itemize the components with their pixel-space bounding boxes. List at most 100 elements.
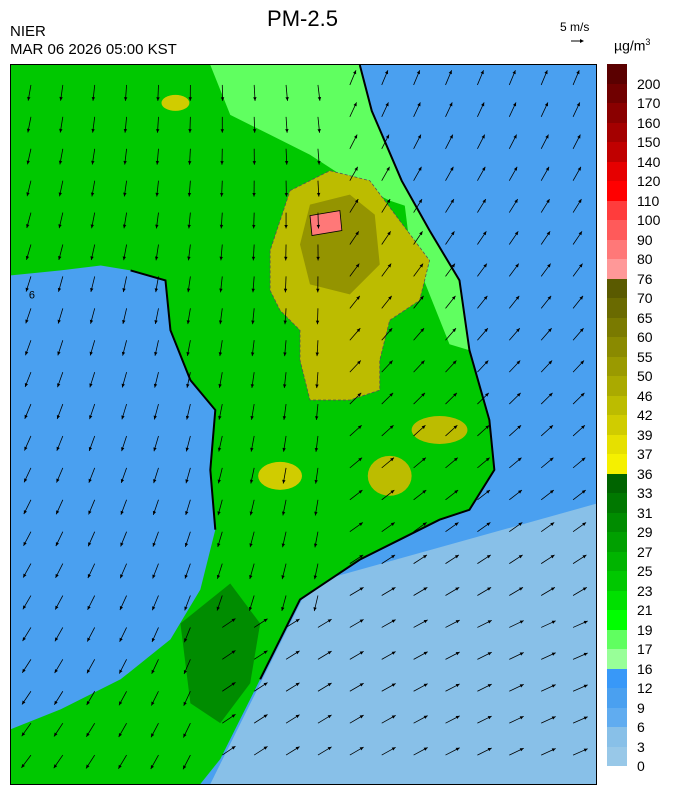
wind-arrow-head bbox=[155, 224, 159, 229]
wind-arrow-head bbox=[91, 128, 95, 133]
legend-bin bbox=[607, 746, 627, 766]
wind-arrow-head bbox=[327, 746, 332, 751]
wind-arrow-head bbox=[249, 543, 253, 548]
wind-arrow-head bbox=[57, 287, 62, 292]
wind-arrow-head bbox=[549, 490, 554, 494]
wind-arrow-head bbox=[516, 328, 520, 333]
wind-arrow-head bbox=[123, 160, 127, 165]
wind-arrow-head bbox=[118, 733, 122, 738]
wind-arrow-head bbox=[422, 522, 427, 526]
wind-arrow-head bbox=[583, 684, 588, 688]
wind-arrow-head bbox=[519, 620, 524, 624]
wind-arrow-head bbox=[57, 383, 61, 388]
wind-arrow-head bbox=[453, 457, 458, 462]
wind-arrow-head bbox=[450, 166, 454, 171]
wind-arrow-head bbox=[547, 263, 551, 268]
wind-arrow-head bbox=[453, 425, 458, 429]
unit-label: µg/m3 bbox=[614, 37, 650, 54]
legend-bin bbox=[607, 376, 627, 396]
wind-arrow-head bbox=[217, 447, 222, 452]
legend-tick-label: 25 bbox=[637, 563, 653, 579]
wind-arrow-head bbox=[485, 392, 489, 397]
legend-bin bbox=[607, 434, 627, 454]
wind-arrow-head bbox=[119, 637, 123, 642]
legend-tick-label: 76 bbox=[637, 270, 653, 287]
wind-arrow-head bbox=[357, 392, 362, 397]
wind-arrow-head bbox=[263, 746, 268, 750]
wind-arrow-head bbox=[359, 619, 364, 623]
wind-arrow-head bbox=[391, 651, 396, 655]
wind-arrow-head bbox=[295, 682, 300, 687]
wind-arrow-head bbox=[185, 447, 189, 452]
wind-arrow-head bbox=[156, 97, 160, 101]
wind-arrow-head bbox=[516, 360, 521, 365]
wind-arrow-head bbox=[54, 732, 58, 737]
wind-arrow-head bbox=[250, 384, 255, 388]
wind-arrow-head bbox=[186, 383, 190, 388]
wind-arrow-head bbox=[153, 415, 157, 420]
wind-arrow-head bbox=[90, 288, 94, 292]
legend-tick-label: 17 bbox=[637, 641, 653, 657]
wind-arrow-head bbox=[513, 134, 517, 139]
wind-arrow-head bbox=[23, 541, 27, 546]
wind-arrow-head bbox=[183, 701, 187, 706]
wind-arrow-head bbox=[122, 224, 127, 229]
wind-arrow-head bbox=[519, 748, 524, 752]
wind-arrow-head bbox=[123, 128, 128, 133]
pm25-map: 6 bbox=[10, 64, 597, 785]
wind-arrow-head bbox=[451, 263, 455, 268]
wind-arrow-head bbox=[517, 457, 522, 462]
wind-arrow-head bbox=[327, 619, 332, 623]
wind-arrow-head bbox=[152, 574, 156, 579]
legend-bin bbox=[607, 649, 627, 669]
wind-arrow-head bbox=[89, 383, 93, 388]
wind-arrow-head bbox=[576, 102, 580, 107]
wind-arrow-head bbox=[283, 384, 287, 389]
wind-arrow-head bbox=[53, 764, 58, 769]
wind-arrow-head bbox=[188, 129, 192, 133]
wind-arrow-head bbox=[451, 231, 455, 236]
legend-tick-label: 3 bbox=[637, 738, 645, 755]
wind-arrow-head bbox=[121, 447, 125, 452]
wind-arrow-head bbox=[58, 256, 62, 260]
wind-arrow-head bbox=[423, 554, 427, 559]
wind-arrow-head bbox=[551, 684, 556, 688]
wind-arrow-head bbox=[121, 415, 125, 420]
legend-tick-label: 170 bbox=[637, 95, 661, 111]
wind-arrow-head bbox=[89, 319, 94, 324]
wind-arrow-head bbox=[314, 511, 318, 516]
legend-bin bbox=[607, 181, 627, 201]
wind-arrow-head bbox=[484, 328, 488, 333]
legend-tick-label: 0 bbox=[637, 758, 645, 774]
wind-arrow-head bbox=[24, 478, 28, 483]
wind-arrow-head bbox=[119, 669, 123, 674]
wind-vectors bbox=[21, 70, 588, 770]
wind-arrow-head bbox=[389, 392, 394, 397]
legend-tick-label: 160 bbox=[637, 114, 661, 131]
wind-arrow-head bbox=[251, 256, 256, 261]
wind-arrow-head bbox=[582, 554, 587, 559]
wind-arrow-head bbox=[25, 287, 29, 292]
high-pm-patch bbox=[258, 461, 303, 490]
wind-arrow-head bbox=[285, 129, 289, 133]
wind-arrow-head bbox=[581, 425, 585, 429]
wind-arrow-head bbox=[420, 360, 425, 365]
wind-arrow-head bbox=[25, 255, 30, 260]
wind-arrow-head bbox=[281, 543, 286, 548]
contour-label: 6 bbox=[29, 289, 35, 301]
wind-arrow-head bbox=[263, 650, 268, 655]
legend-bin bbox=[607, 317, 627, 337]
wind-arrow-head bbox=[26, 192, 30, 197]
wind-arrow-head bbox=[359, 651, 364, 655]
wind-arrow-head bbox=[184, 542, 189, 547]
wind-arrow-head bbox=[391, 747, 396, 751]
wind-arrow-head bbox=[449, 102, 453, 107]
legend-bin bbox=[607, 103, 627, 123]
wind-arrow-head bbox=[516, 392, 521, 397]
wind-arrow-head bbox=[423, 587, 428, 591]
wind-arrow-head bbox=[251, 320, 255, 325]
legend-bin bbox=[607, 142, 627, 162]
wind-arrow-head bbox=[253, 97, 257, 101]
wind-arrow-head bbox=[187, 192, 192, 197]
wind-arrow-head bbox=[87, 637, 91, 642]
